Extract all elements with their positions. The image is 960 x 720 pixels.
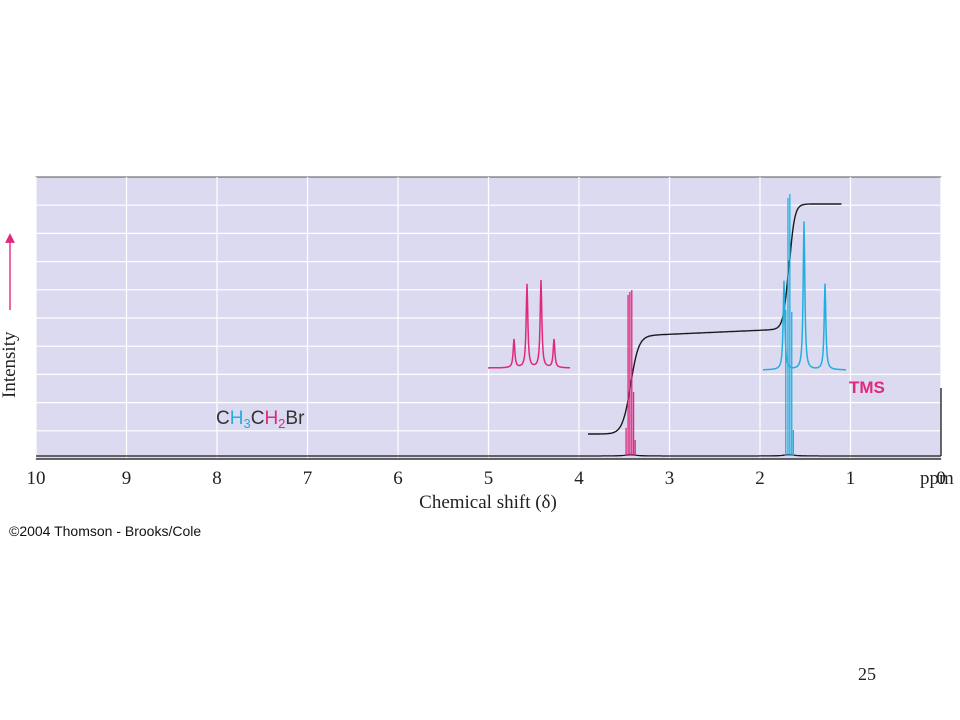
- inset-ch3-triplet-expansion: [763, 221, 846, 371]
- inset-ch2-quartet-expansion: [488, 279, 570, 369]
- formula-h-ch2: H: [264, 408, 278, 429]
- x-tick-label: 8: [212, 468, 222, 489]
- formula-sub-3: 3: [243, 416, 250, 431]
- x-tick-label: 4: [574, 468, 584, 489]
- x-tick-label: 6: [393, 468, 403, 489]
- x-tick-label: 2: [755, 468, 765, 489]
- x-tick-label: 9: [122, 468, 132, 489]
- x-axis-title: Chemical shift (δ): [419, 492, 557, 513]
- slide-number: 25: [858, 664, 876, 684]
- x-tick-label: 1: [846, 468, 856, 489]
- tms-label: TMS: [849, 378, 885, 397]
- formula-c1: C: [216, 408, 230, 429]
- peak-ch3-triplet: [785, 194, 795, 456]
- x-tick-label: 3: [665, 468, 675, 489]
- x-unit-label: ppm: [920, 468, 954, 489]
- x-tick-label: 0: [936, 468, 946, 489]
- x-tick-label: 10: [27, 468, 46, 489]
- formula-sub-2: 2: [278, 416, 285, 431]
- x-tick-label: 5: [484, 468, 494, 489]
- copyright-notice: ©2004 Thomson - Brooks/Cole: [9, 523, 202, 539]
- peak-ch2-quartet: [625, 290, 636, 456]
- x-tick-labels: 10 9 8 7 6 5 4 3 2 1 0: [27, 468, 946, 489]
- x-tick-label: 7: [303, 468, 313, 489]
- formula-c2: C: [251, 408, 265, 429]
- formula-h-ch3: H: [230, 408, 244, 429]
- compound-formula: CH3CH2Br: [216, 408, 305, 431]
- formula-br: Br: [285, 408, 305, 429]
- y-axis-title: Intensity: [0, 331, 20, 398]
